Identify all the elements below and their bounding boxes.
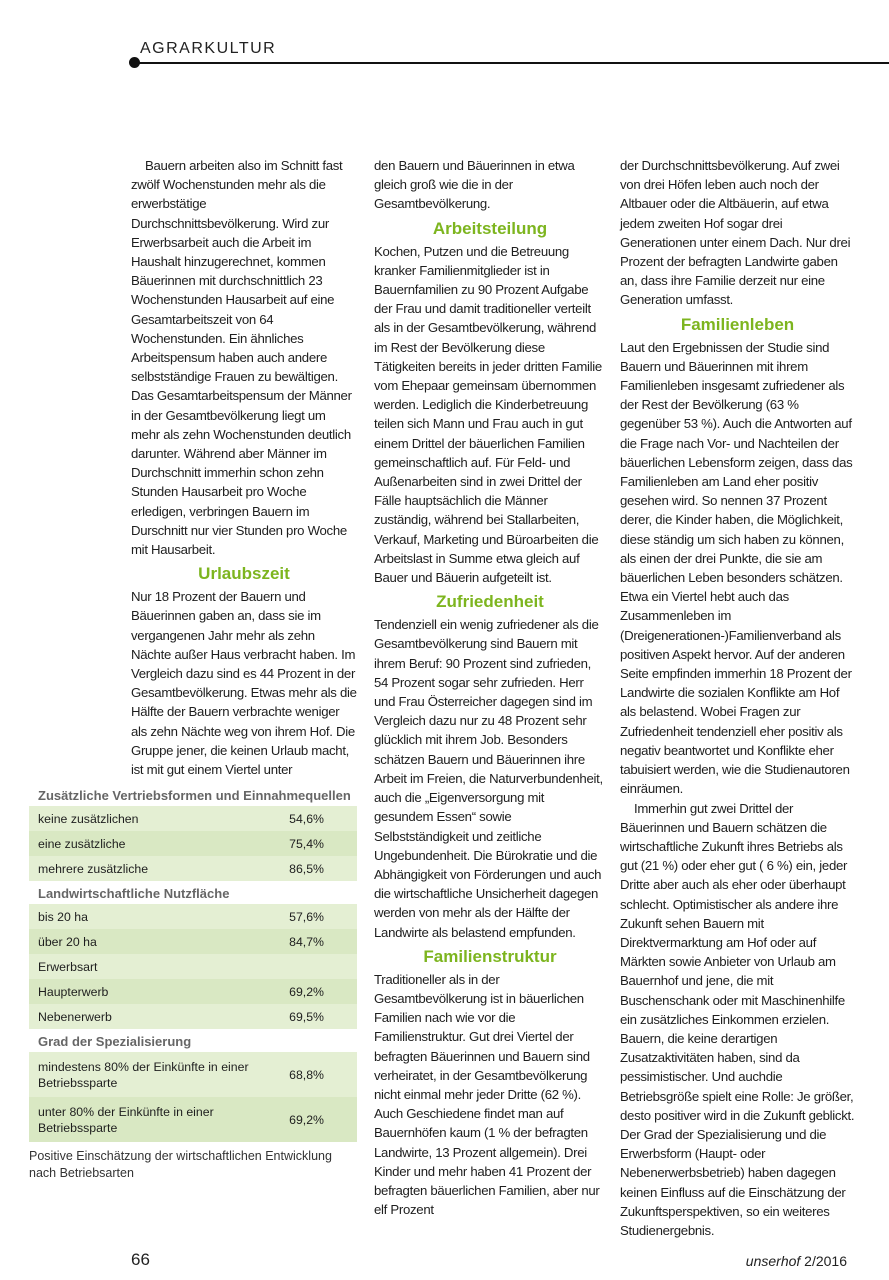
row-value: 69,2% [289, 984, 324, 999]
section-heading: Arbeitsteilung [432, 218, 548, 238]
article-column-2: den Bauern und Bäuerinnen in etwa gleich… [374, 156, 606, 1219]
section-heading: Urlaubszeit [198, 564, 290, 584]
paragraph: Laut den Ergebnissen der Studie sind Bau… [620, 339, 853, 797]
section-heading: Zufriedenheit [436, 592, 544, 612]
header-rule [135, 62, 889, 64]
row-value: 54,6% [289, 811, 324, 826]
row-value: 86,5% [289, 861, 324, 876]
issue-number: 2/2016 [804, 1253, 847, 1270]
row-label: über 20 ha [38, 934, 97, 949]
table-row: unter 80% der Einkünfte in einer Betrieb… [29, 1097, 357, 1143]
paragraph: Traditioneller als in der Gesamtbevölker… [374, 971, 600, 1218]
table-row: Erwerbsart [29, 954, 357, 980]
paragraph: Bauern arbeiten also im Schnitt fast zwö… [131, 158, 352, 558]
row-label: mehrere zusätzliche [38, 861, 149, 876]
article-column-1: Bauern arbeiten also im Schnitt fast zwö… [29, 156, 357, 1182]
table-row: Haupterwerb 69,2% [29, 979, 357, 1005]
row-label: unter 80% der Einkünfte in einer Betrieb… [38, 1104, 214, 1135]
table-row: Nebenerwerb 69,5% [29, 1004, 357, 1030]
row-label: keine zusätzlichen [38, 811, 139, 826]
table-group: bis 20 ha 57,6% über 20 ha 84,7% Erwerbsart H… [29, 904, 357, 1030]
table-group: mindestens 80% der Einkünfte in einer Be… [29, 1052, 357, 1143]
page-footer: 66 unserhof 2/2016 [0, 1250, 889, 1280]
table-group: keine zusätzlichen 54,6% eine zusätzliche 7… [29, 806, 357, 882]
section-title: AGRARKULTUR [140, 40, 277, 57]
row-value: 57,6% [289, 909, 324, 924]
table-caption: Positive Einschätzung der wirtschaftlich… [29, 1149, 332, 1181]
table-row: keine zusätzlichen 54,6% [29, 806, 357, 832]
table-row: über 20 ha 84,7% [29, 929, 357, 955]
article-column-3: der Durchschnittsbevölkerung. Auf zwei v… [620, 156, 855, 1240]
article-body: Bauern arbeiten also im Schnitt fast zwö… [29, 156, 855, 1240]
table-row: bis 20 ha 57,6% [29, 904, 357, 930]
paragraph: Tendenziell ein wenig zufriedener als di… [374, 617, 603, 940]
section-heading: Familienstruktur [423, 946, 557, 966]
paragraph: den Bauern und Bäuerinnen in etwa gleich… [374, 158, 575, 212]
row-value: 69,2% [289, 1112, 324, 1127]
magazine-issue: unserhof 2/2016 [746, 1253, 847, 1269]
row-label: bis 20 ha [38, 909, 88, 924]
table-row: mindestens 80% der Einkünfte in einer Be… [29, 1052, 357, 1098]
paragraph: Kochen, Putzen und die Betreuung kranker… [374, 243, 602, 586]
table-row: eine zusätzliche 75,4% [29, 831, 357, 857]
table-section-heading: Landwirtschaftliche Nutzfläche [38, 886, 230, 902]
row-label: Erwerbsart [38, 959, 98, 974]
table-row: mehrere zusätzliche 86,5% [29, 856, 357, 882]
table-section-heading: Grad der Spezialisierung [38, 1034, 192, 1050]
magazine-name: unserhof [745, 1253, 801, 1270]
statistics-table: Zusätzliche Vertriebsformen und Einnahme… [29, 783, 357, 1143]
column-1-text: Bauern arbeiten also im Schnitt fast zwö… [131, 156, 357, 779]
row-label: Haupterwerb [38, 984, 109, 999]
row-value: 69,5% [289, 1009, 324, 1024]
row-value: 68,8% [289, 1067, 324, 1082]
page-number: 66 [131, 1250, 150, 1270]
row-value: 84,7% [289, 934, 324, 949]
paragraph: Immerhin gut zwei Drittel der Bäuerinnen… [620, 800, 855, 1238]
table-section-heading: Zusätzliche Vertriebsformen und Einnahme… [38, 788, 351, 804]
row-label: Nebenerwerb [38, 1009, 112, 1024]
row-label: eine zusätzliche [38, 836, 126, 851]
rule-dot [129, 57, 140, 68]
section-heading: Familienleben [680, 314, 795, 334]
row-label: mindestens 80% der Einkünfte in einer Be… [38, 1059, 249, 1090]
paragraph: Nur 18 Prozent der Bauern und Bäuerinnen… [131, 589, 357, 778]
row-value: 75,4% [289, 836, 324, 851]
paragraph: der Durchschnittsbevölkerung. Auf zwei v… [620, 158, 851, 308]
